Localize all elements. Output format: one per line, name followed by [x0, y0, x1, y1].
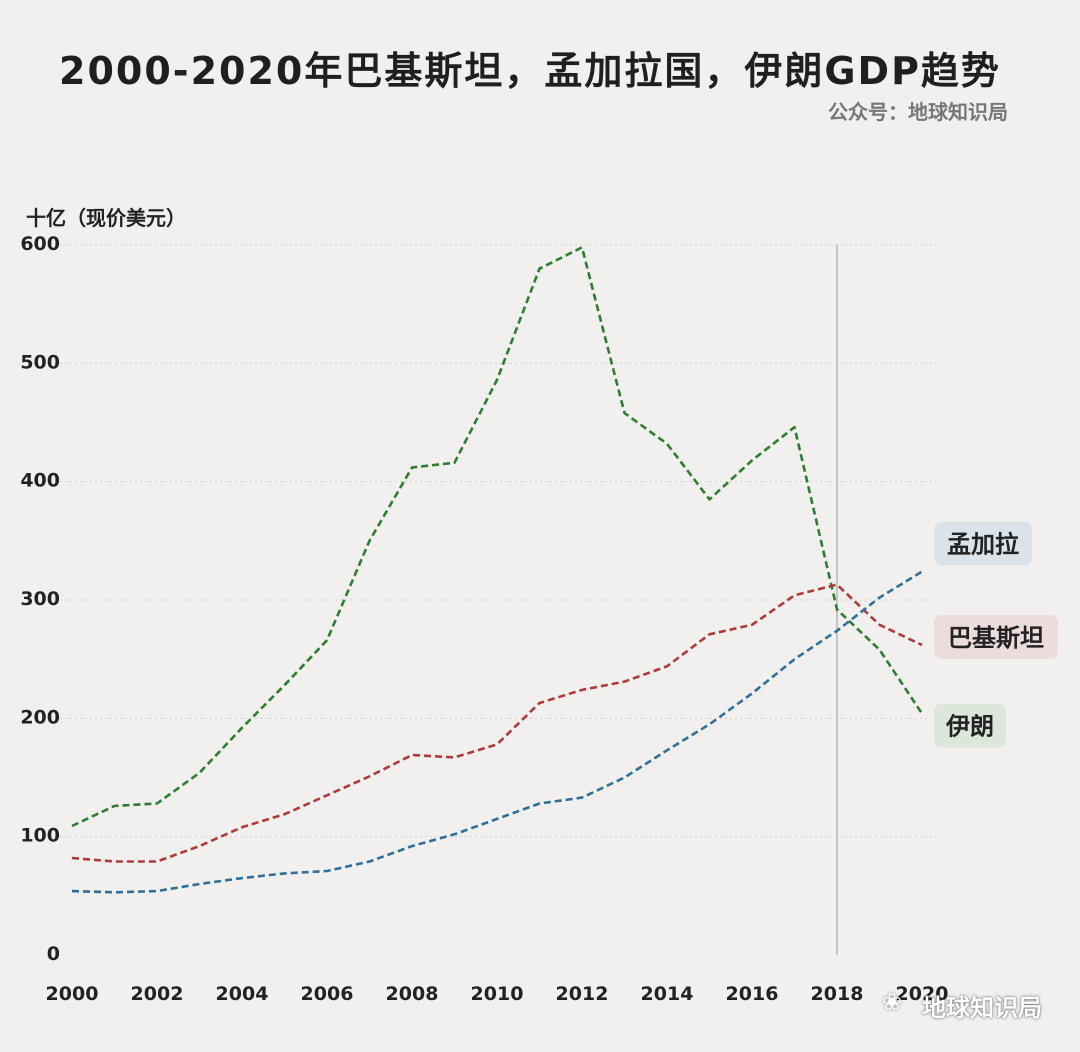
- y-tick-label: 400: [20, 470, 60, 492]
- series-label: 孟加拉: [947, 531, 1019, 559]
- series-label-box: [934, 614, 1058, 659]
- x-tick-label: 2018: [811, 983, 864, 1005]
- series-line: [71, 583, 923, 863]
- series-lines: [71, 246, 924, 894]
- x-tick-label: 2002: [131, 983, 184, 1005]
- y-tick-label: 300: [20, 588, 60, 610]
- chart-title: 2000-2020年巴基斯坦，孟加拉国，伊朗GDP趋势: [59, 49, 1001, 93]
- series-line: [71, 570, 923, 894]
- series-label: 伊朗: [945, 713, 994, 741]
- series-label: 巴基斯坦: [948, 624, 1044, 652]
- series-label-box: [934, 703, 1006, 748]
- x-tick-label: 2004: [216, 983, 269, 1005]
- watermark: 地球知识局: [922, 994, 1042, 1022]
- x-axis-ticks: 2000 2002 2004 2006 2008 2010 2012 2014 2016 2018…: [46, 983, 949, 1005]
- y-axis-label: 十亿（现价美元）: [26, 206, 186, 230]
- x-tick-label: 2016: [726, 983, 779, 1005]
- y-tick-label: 600: [20, 233, 60, 255]
- y-tick-label: 500: [20, 351, 60, 373]
- wechat-icon: ❀: [881, 988, 902, 1016]
- x-tick-label: 2000: [46, 983, 99, 1005]
- y-axis-ticks: 0 100 200 300 400 500 600: [20, 233, 60, 965]
- x-tick-label: 2020: [896, 983, 949, 1005]
- series-line: [71, 246, 924, 828]
- series-label-box: [934, 521, 1032, 566]
- y-tick-label: 200: [20, 706, 60, 728]
- x-tick-label: 2010: [471, 983, 524, 1005]
- y-tick-label: 0: [47, 943, 60, 965]
- x-tick-label: 2012: [556, 983, 609, 1005]
- y-tick-label: 100: [20, 825, 60, 847]
- x-tick-label: 2006: [301, 983, 354, 1005]
- x-tick-label: 2008: [386, 983, 439, 1005]
- x-tick-label: 2014: [641, 983, 694, 1005]
- grid-lines: [60, 244, 940, 838]
- chart-subtitle: 公众号：地球知识局: [828, 100, 1008, 124]
